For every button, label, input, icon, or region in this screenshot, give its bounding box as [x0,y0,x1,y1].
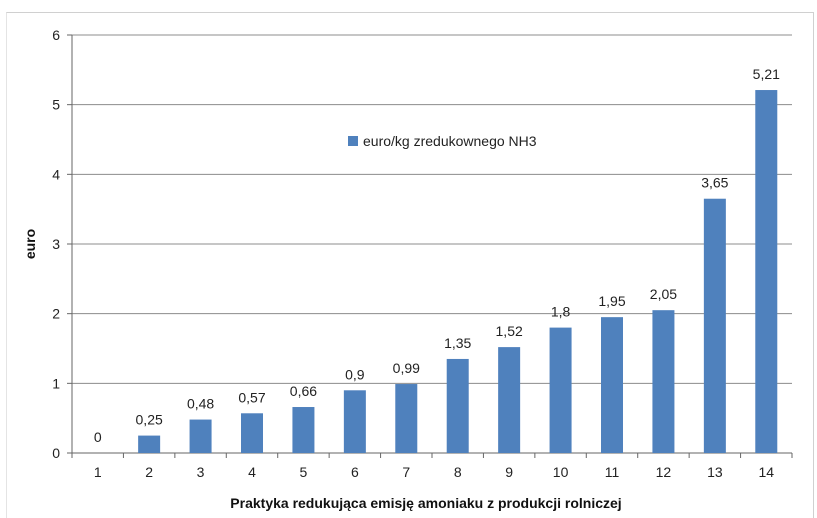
bar [549,327,572,453]
data-label: 1,52 [496,323,523,339]
bar [395,384,418,453]
y-tick-label: 0 [52,445,60,461]
x-tick-label: 3 [197,464,205,480]
bar [138,435,161,453]
bar [292,407,315,453]
y-axis-title: euro [22,229,38,259]
chart-border [6,12,814,518]
bar [241,413,263,453]
x-tick-label: 7 [402,464,410,480]
y-tick-label: 1 [52,375,60,391]
data-label: 0 [94,429,102,445]
data-label: 0,66 [290,383,317,399]
data-label: 1,35 [444,335,471,351]
x-tick-label: 4 [248,464,256,480]
data-label: 1,8 [551,304,571,320]
x-tick-label: 10 [553,464,569,480]
bar [446,358,469,453]
y-tick-label: 3 [52,236,60,252]
y-tick-label: 5 [52,97,60,113]
bar [601,317,623,453]
y-tick-label: 6 [52,27,60,43]
x-tick-label: 6 [351,464,359,480]
x-tick-label: 9 [505,464,513,480]
y-tick-label: 2 [52,306,60,322]
data-label: 0,9 [345,366,365,382]
data-label: 0,48 [187,396,214,412]
bar [652,310,675,453]
x-tick-label: 12 [656,464,672,480]
legend-swatch [348,136,358,146]
data-label: 1,95 [598,293,625,309]
x-tick-label: 1 [94,464,102,480]
data-label: 0,57 [238,389,265,405]
bar [498,347,521,453]
legend-label: euro/kg zredukownego NH3 [363,133,537,149]
bar [703,198,726,453]
bars [138,90,778,453]
x-tick-label: 14 [758,464,774,480]
bar [755,90,778,453]
x-tick-label: 5 [300,464,308,480]
x-tick-label: 2 [145,464,153,480]
data-label: 2,05 [650,286,677,302]
x-tick-label: 13 [707,464,723,480]
data-label: 3,65 [701,175,728,191]
data-label: 0,99 [393,360,420,376]
y-tick-label: 4 [52,166,60,182]
legend: euro/kg zredukownego NH3 [348,133,537,149]
data-labels: 0 0,25 0,48 0,57 0,66 0,9 0,99 1,35 1,52 1,8 1,95 2… [94,66,780,445]
x-axis-title: Praktyka redukująca emisję amoniaku z pr… [230,495,621,511]
bar [343,390,366,453]
bar [189,419,212,453]
x-tick-label: 8 [454,464,462,480]
x-tick-label: 11 [605,464,620,480]
gridlines [72,34,792,384]
data-label: 0,25 [136,412,163,428]
data-label: 5,21 [753,66,780,82]
